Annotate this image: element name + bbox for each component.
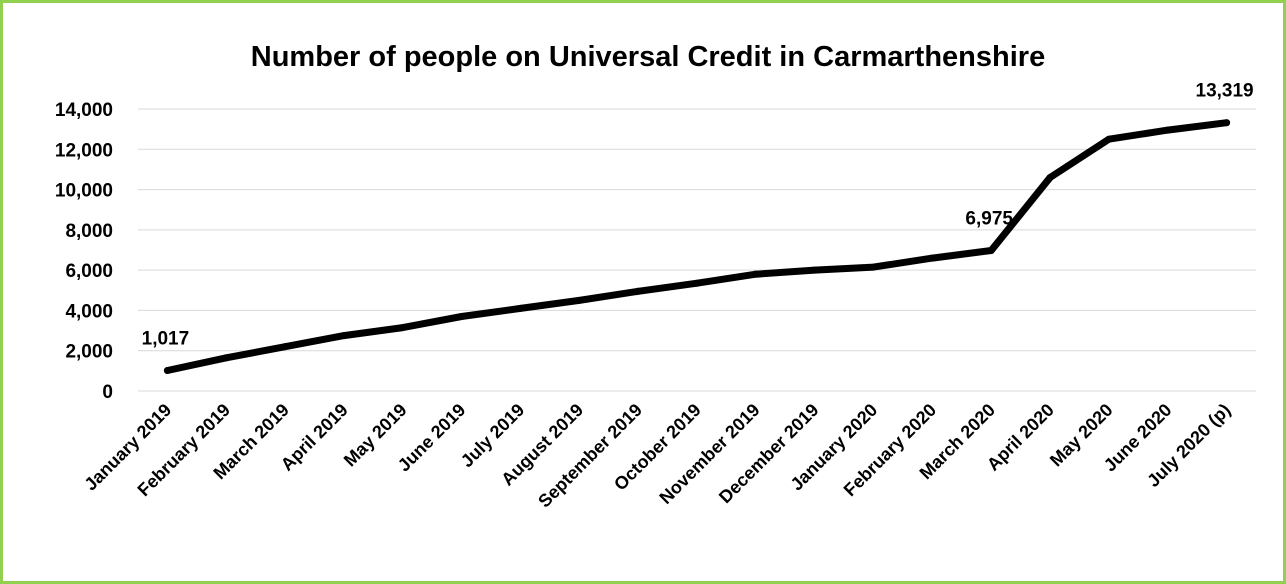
y-tick-label: 10,000 bbox=[55, 181, 113, 202]
data-point bbox=[458, 312, 466, 320]
series-layer bbox=[163, 119, 1231, 375]
data-point bbox=[1164, 126, 1172, 134]
x-tick-label: December 2019 bbox=[715, 400, 823, 508]
y-tick-label: 14,000 bbox=[55, 100, 113, 121]
data-label: 6,975 bbox=[965, 209, 1013, 230]
data-point bbox=[281, 343, 289, 351]
y-tick-label: 0 bbox=[102, 382, 113, 403]
data-point bbox=[870, 263, 878, 271]
data-label: 1,017 bbox=[142, 329, 190, 350]
y-tick-label: 6,000 bbox=[65, 261, 113, 282]
data-point bbox=[1105, 135, 1113, 143]
data-point bbox=[928, 254, 936, 262]
data-point bbox=[399, 324, 407, 332]
data-point bbox=[752, 270, 760, 278]
gridlines bbox=[138, 108, 1256, 392]
data-point bbox=[693, 279, 701, 287]
series-line bbox=[163, 119, 1231, 374]
y-axis-tick-labels: 0 2,000 4,000 6,000 8,000 10,000 12,000 14,000 bbox=[55, 100, 113, 403]
data-point bbox=[987, 247, 995, 255]
data-label: 13,319 bbox=[1196, 81, 1254, 102]
y-tick-label: 2,000 bbox=[65, 342, 113, 363]
data-point bbox=[811, 266, 819, 274]
data-point bbox=[634, 287, 642, 295]
data-point bbox=[340, 332, 348, 340]
x-tick-label: September 2019 bbox=[534, 400, 646, 512]
y-tick-label: 4,000 bbox=[65, 301, 113, 322]
chart-title: Number of people on Universal Credit in … bbox=[251, 41, 1045, 73]
data-point bbox=[575, 296, 583, 304]
data-labels: 1,017 6,975 13,319 bbox=[142, 81, 1254, 350]
y-tick-label: 12,000 bbox=[55, 140, 113, 161]
data-point bbox=[1223, 119, 1231, 127]
data-point bbox=[163, 367, 171, 375]
data-point bbox=[516, 304, 524, 312]
y-tick-label: 8,000 bbox=[65, 221, 113, 242]
x-tick-label: November 2019 bbox=[655, 400, 763, 508]
data-point bbox=[1046, 173, 1054, 181]
data-point bbox=[222, 354, 230, 362]
